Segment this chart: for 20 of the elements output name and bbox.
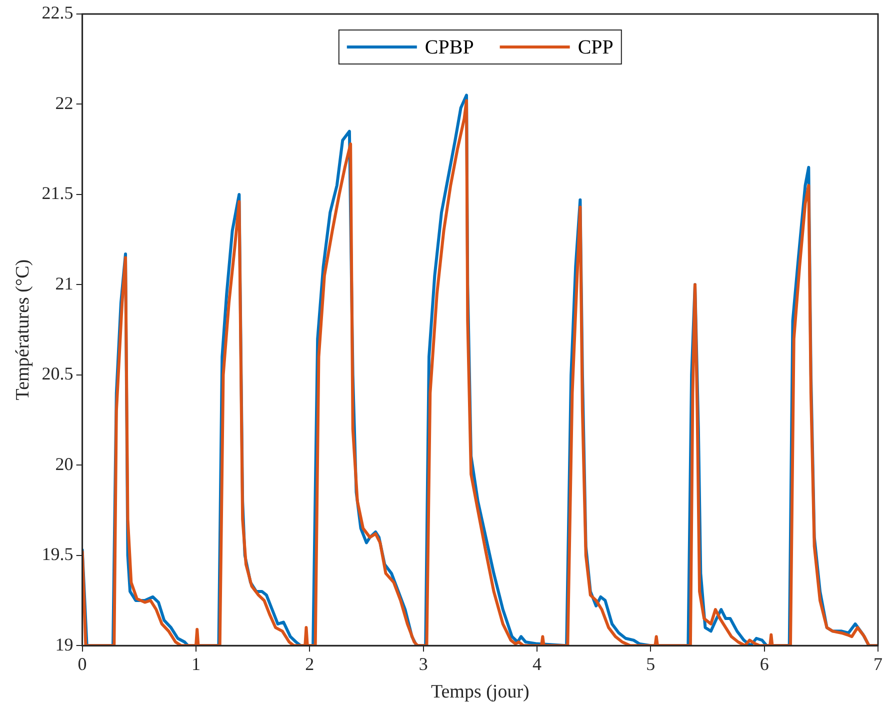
x-tick-label: 5 [646,654,656,674]
legend-label: CPBP [424,36,474,58]
x-tick-label: 6 [760,654,769,674]
y-tick-label: 20.5 [42,364,74,384]
x-tick-label: 1 [191,654,200,674]
x-tick-label: 4 [532,654,542,674]
y-tick-label: 19 [55,634,74,654]
x-tick-label: 0 [78,654,87,674]
y-tick-label: 19.5 [42,544,74,564]
y-tick-label: 22 [55,92,74,113]
y-tick-label: 21 [55,273,74,294]
x-tick-label: 3 [418,654,428,674]
y-tick-label: 21.5 [42,183,74,204]
x-tick-label: 2 [305,654,314,674]
x-tick-label: 7 [874,654,882,674]
x-axis-title: Temps (jour) [430,682,530,703]
y-tick-label: 22.5 [42,2,74,23]
y-tick-label: 20 [55,454,74,474]
legend-label: CPP [578,36,614,58]
y-axis-title: Températures (°C) [12,259,34,400]
